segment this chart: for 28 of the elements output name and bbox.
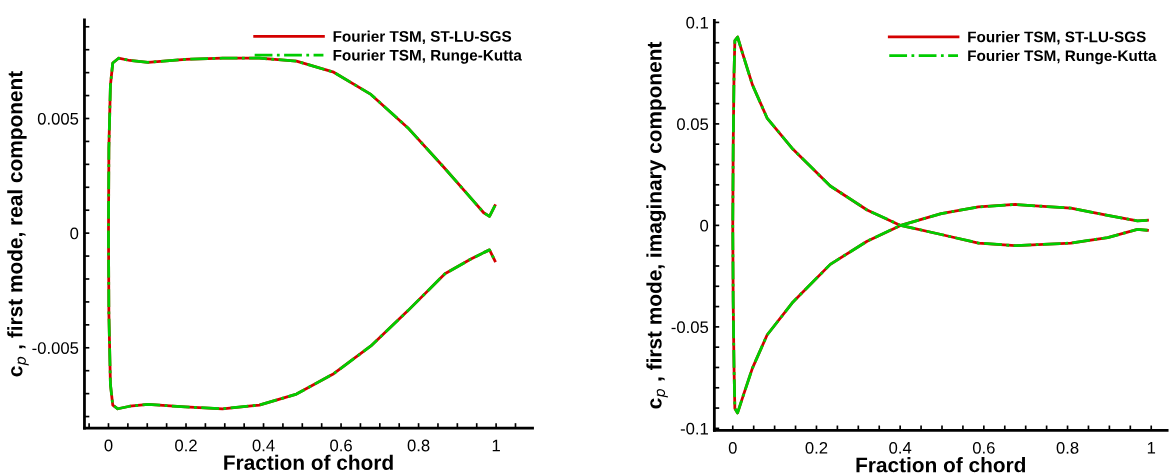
x-tick-label: 0 bbox=[104, 439, 113, 452]
legend-label: Fourier TSM, ST-LU-SGS bbox=[968, 31, 1146, 45]
x-axis-title: Fraction of chord bbox=[224, 454, 393, 470]
y-tick-label: 0 bbox=[70, 227, 79, 240]
y-axis-title: c$_{p}$ , first mode, imaginary component bbox=[646, 41, 668, 409]
x-tick-label: 1 bbox=[492, 439, 500, 452]
x-tick-label: 0.4 bbox=[252, 439, 275, 452]
x-tick-label: 0.4 bbox=[889, 441, 912, 454]
y-tick-label: -0.1 bbox=[680, 422, 708, 435]
y-tick-label: 0.1 bbox=[686, 16, 708, 29]
y-tick-label: 0.05 bbox=[677, 118, 709, 131]
x-axis-title: Fraction of chord bbox=[856, 457, 1026, 473]
y-tick-label: -0.005 bbox=[32, 342, 79, 354]
x-tick-label: 0.6 bbox=[330, 439, 352, 452]
x-tick-label: 0 bbox=[728, 441, 737, 454]
y-tick-label: 0 bbox=[700, 219, 709, 232]
y-tick-label: 0.005 bbox=[37, 112, 79, 125]
x-tick-label: 0.6 bbox=[972, 441, 995, 454]
x-tick-label: 0.8 bbox=[1056, 441, 1079, 454]
x-tick-label: 0.2 bbox=[805, 441, 828, 454]
x-tick-label: 1 bbox=[1147, 442, 1156, 454]
y-axis-title: c$_{p}$ , first mode, real component bbox=[7, 71, 29, 377]
x-tick-label: 0.2 bbox=[175, 439, 197, 452]
legend-label: Fourier TSM, ST-LU-SGS bbox=[333, 30, 512, 45]
x-tick-label: 0.8 bbox=[407, 439, 430, 452]
legend-label: Fourier TSM, Runge-Kutta bbox=[968, 49, 1157, 65]
legend-label: Fourier TSM, Runge-Kutta bbox=[333, 49, 522, 64]
y-tick-label: -0.05 bbox=[671, 321, 709, 334]
